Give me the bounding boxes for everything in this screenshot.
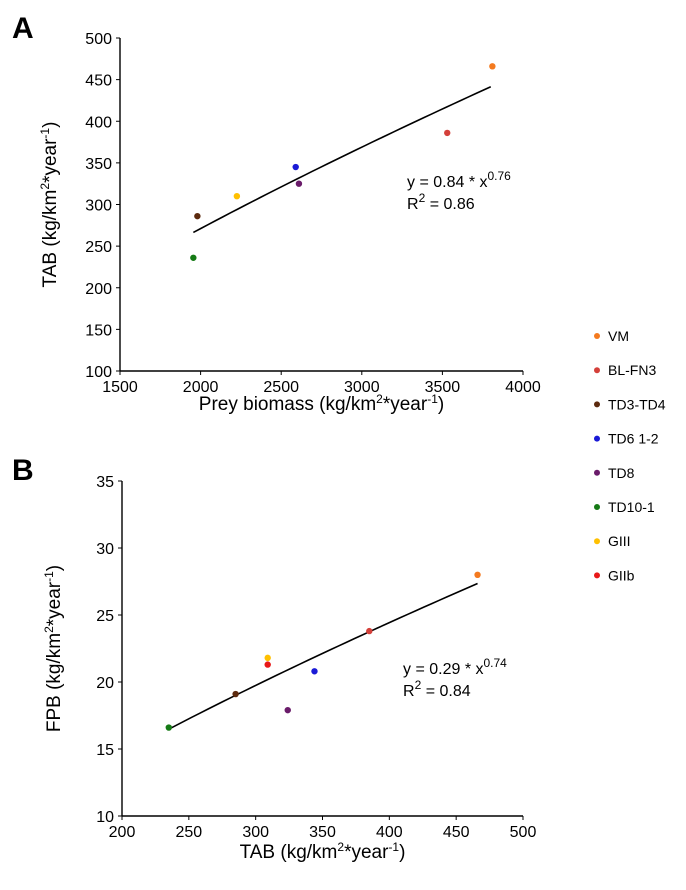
point-td3-td4 [232, 690, 239, 698]
point-td3-td4 [194, 212, 201, 220]
point-td6-1-2 [311, 668, 318, 675]
x-tick-label: 350 [309, 824, 336, 841]
point-vm [474, 571, 481, 578]
point-td6-1-2 [292, 163, 299, 171]
legend-label: TD10-1 [608, 499, 655, 515]
y-tick-label: 20 [96, 675, 114, 692]
trendline [168, 582, 478, 730]
panel-letter-a: A [12, 12, 34, 45]
legend-marker [594, 504, 600, 510]
x-tick-label: 500 [510, 824, 537, 841]
legend-marker [594, 401, 600, 408]
y-tick-label: 200 [85, 281, 112, 298]
x-tick-label: 2500 [263, 379, 299, 396]
point-td10-1 [190, 254, 197, 261]
y-tick-label: 150 [85, 322, 112, 339]
legend-label: TD3-TD4 [608, 396, 666, 412]
x-axis-title: TAB (kg/km2*year-1) [240, 840, 406, 863]
legend-label: TD6 1-2 [608, 431, 659, 447]
y-tick-label: 25 [96, 608, 114, 625]
legend-marker [594, 572, 600, 579]
y-tick-label: 300 [85, 198, 112, 215]
point-giii [264, 654, 271, 662]
y-tick-label: 30 [96, 541, 114, 558]
legend-marker [594, 435, 600, 442]
trendline [192, 85, 492, 234]
point-vm [489, 63, 496, 70]
y-tick-label: 350 [85, 156, 112, 173]
legend-marker [594, 469, 600, 476]
legend-label: GIII [608, 533, 631, 549]
x-tick-label: 2000 [183, 379, 219, 396]
x-tick-label: 200 [109, 824, 136, 841]
x-tick-label: 450 [443, 824, 470, 841]
y-tick-label: 400 [85, 114, 112, 131]
equation-text: y = 0.84 * x0.76 [407, 169, 511, 191]
y-tick-label: 10 [96, 809, 114, 826]
y-tick-label: 500 [85, 31, 112, 48]
r-squared-text: R2 = 0.86 [407, 191, 475, 213]
point-bl-fn3 [366, 627, 373, 635]
panel-letter-b: B [12, 454, 34, 487]
x-tick-label: 3500 [425, 379, 461, 396]
x-axis-title: Prey biomass (kg/km2*year-1) [199, 392, 444, 415]
panel-b-chart: B 10 15 20 25 30 35 200 250 300 350 400 450 500 TAB (k… [12, 454, 536, 863]
legend-marker [594, 367, 600, 374]
point-bl-fn3 [444, 129, 451, 137]
y-axis-title: TAB (kg/km2*year-1) [38, 122, 61, 288]
x-tick-label: 3000 [344, 379, 380, 396]
point-td8 [295, 180, 303, 187]
y-tick-label: 100 [85, 364, 112, 381]
y-tick-label: 15 [96, 742, 114, 759]
y-axis-title: FPB (kg/km2*year-1) [42, 565, 65, 732]
r-squared-text: R2 = 0.84 [403, 678, 471, 700]
x-tick-label: 1500 [102, 379, 138, 396]
legend-label: TD8 [608, 465, 635, 481]
y-tick-label: 35 [96, 474, 114, 491]
x-tick-label: 4000 [505, 379, 541, 396]
panel-a-chart: A 100 150 200 250 300 350 400 450 500 1500 2000 2500… [12, 12, 541, 415]
legend-marker [594, 333, 600, 339]
equation-text: y = 0.29 * x0.74 [403, 656, 507, 678]
legend-label: VM [608, 328, 629, 344]
legend-label: GIIb [608, 567, 635, 583]
y-tick-label: 250 [85, 239, 112, 256]
point-td8 [284, 706, 291, 714]
y-tick-label: 450 [85, 73, 112, 90]
legend-marker [594, 538, 600, 545]
x-tick-label: 300 [242, 824, 269, 841]
point-giii [233, 192, 241, 200]
point-giib [264, 661, 271, 668]
point-td10-1 [165, 724, 172, 731]
x-tick-label: 250 [175, 824, 202, 841]
legend-label: BL-FN3 [608, 362, 656, 378]
legend: VM BL-FN3 TD3-TD4 TD6 1-2 TD8 TD10-1 GIII GIIb [594, 328, 666, 583]
x-tick-label: 400 [376, 824, 403, 841]
